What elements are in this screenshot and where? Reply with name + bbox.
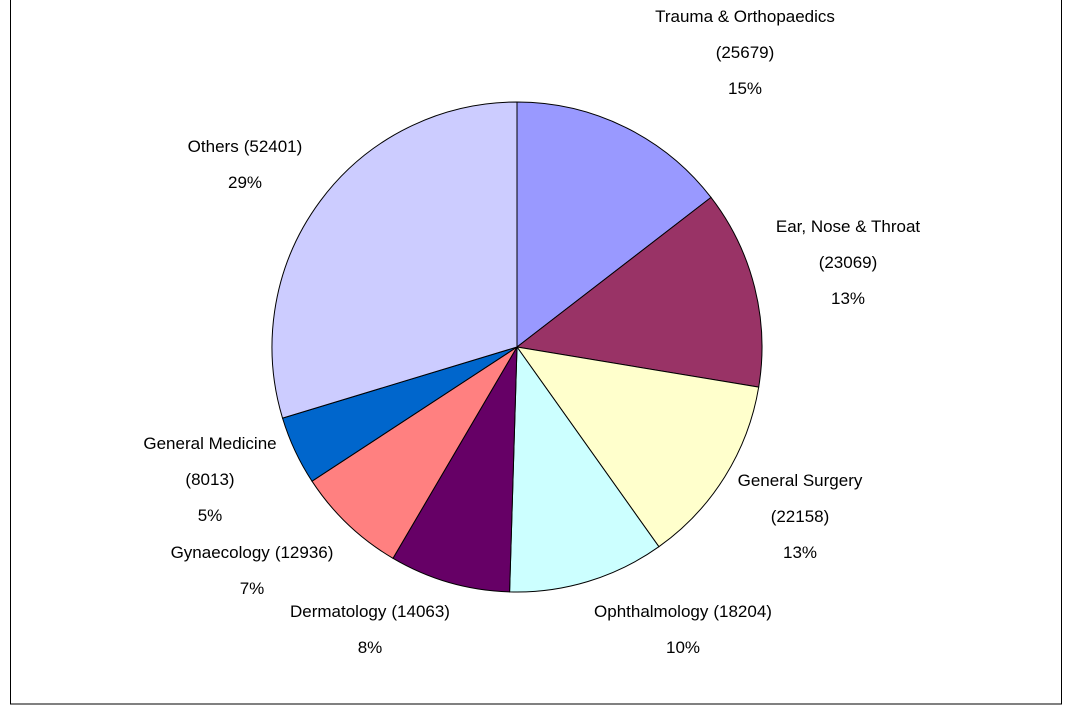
percent-label: 5% bbox=[198, 506, 223, 525]
percent-label: 13% bbox=[831, 289, 865, 308]
value-label: (8013) bbox=[185, 470, 234, 489]
percent-label: 10% bbox=[666, 638, 700, 657]
percent-label: 13% bbox=[783, 543, 817, 562]
value-label: (52401) bbox=[244, 137, 303, 156]
category-name: Gynaecology bbox=[171, 543, 271, 562]
category-name: Dermatology bbox=[290, 602, 387, 621]
value-label: (12936) bbox=[275, 543, 334, 562]
category-name: Ophthalmology bbox=[594, 602, 709, 621]
value-label: (14063) bbox=[391, 602, 450, 621]
slice-label: (8013) bbox=[185, 470, 234, 489]
percent-label: 7% bbox=[240, 579, 265, 598]
slice-label: Gynaecology (12936) bbox=[171, 543, 334, 562]
slice-label: 13% bbox=[783, 543, 817, 562]
category-name: General Surgery bbox=[738, 471, 863, 490]
category-name: Ear, Nose & Throat bbox=[776, 217, 921, 236]
slice-label: Dermatology (14063) bbox=[290, 602, 450, 621]
slice-label: General Medicine bbox=[143, 434, 276, 453]
slice-label: Trauma & Orthopaedics bbox=[655, 7, 835, 26]
slice-label: (22158) bbox=[771, 507, 830, 526]
slice-label: 7% bbox=[240, 579, 265, 598]
category-name: Trauma & Orthopaedics bbox=[655, 7, 835, 26]
pie-slice bbox=[509, 345, 660, 593]
slice-label: (25679) bbox=[716, 43, 775, 62]
slice-label: (23069) bbox=[819, 253, 878, 272]
pie-slice bbox=[515, 346, 760, 548]
slice-label: 8% bbox=[358, 638, 383, 657]
pie-slice bbox=[392, 346, 518, 593]
percent-label: 15% bbox=[728, 79, 762, 98]
value-label: (25679) bbox=[716, 43, 775, 62]
pie-slice bbox=[516, 101, 712, 349]
category-name: Others bbox=[188, 137, 239, 156]
slice-label: 15% bbox=[728, 79, 762, 98]
percent-label: 8% bbox=[358, 638, 383, 657]
slice-label: General Surgery bbox=[738, 471, 863, 490]
percent-label: 29% bbox=[228, 173, 262, 192]
slice-label: 29% bbox=[228, 173, 262, 192]
category-name: General Medicine bbox=[143, 434, 276, 453]
pie-slice bbox=[271, 101, 518, 419]
pie-slice bbox=[311, 346, 518, 559]
slice-label: Others (52401) bbox=[188, 137, 303, 156]
pie-slice bbox=[515, 196, 763, 388]
slice-label: Ear, Nose & Throat bbox=[776, 217, 921, 236]
value-label: (23069) bbox=[819, 253, 878, 272]
value-label: (22158) bbox=[771, 507, 830, 526]
slice-label: 5% bbox=[198, 506, 223, 525]
value-label: (18204) bbox=[713, 602, 772, 621]
slice-label: Ophthalmology (18204) bbox=[594, 602, 772, 621]
slice-label: 13% bbox=[831, 289, 865, 308]
slice-label: 10% bbox=[666, 638, 700, 657]
